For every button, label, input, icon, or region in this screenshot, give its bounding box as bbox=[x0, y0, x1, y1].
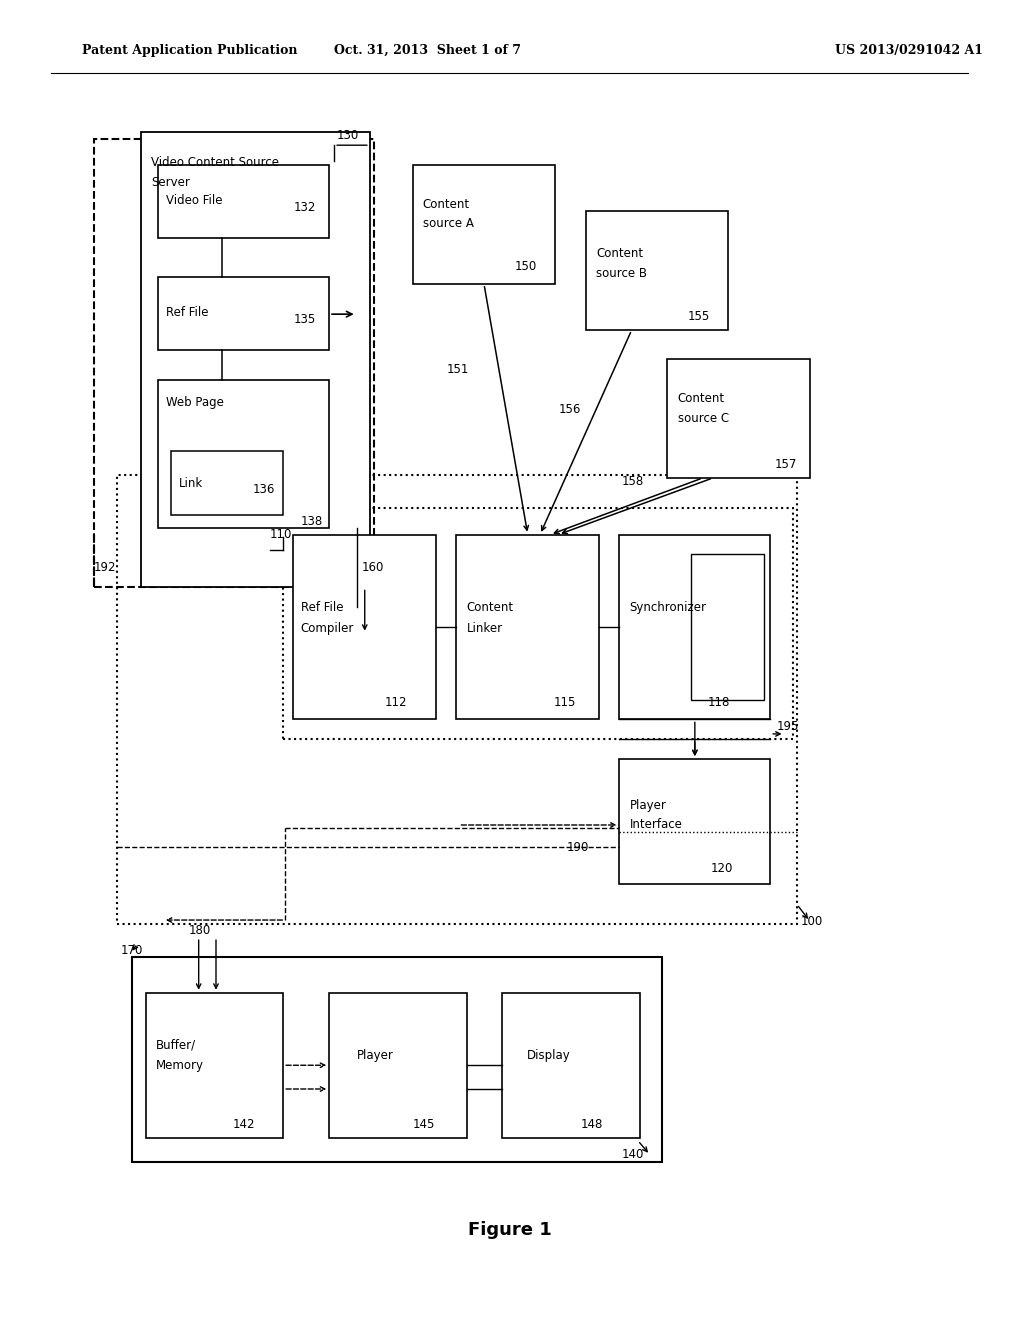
Text: Patent Application Publication: Patent Application Publication bbox=[82, 44, 297, 57]
Text: 160: 160 bbox=[361, 561, 384, 574]
Text: Display: Display bbox=[526, 1049, 570, 1063]
Text: Video File: Video File bbox=[166, 194, 222, 207]
Text: 135: 135 bbox=[294, 313, 315, 326]
Text: 112: 112 bbox=[385, 696, 408, 709]
Text: 138: 138 bbox=[301, 515, 323, 528]
Text: 180: 180 bbox=[188, 924, 211, 937]
Text: Interface: Interface bbox=[630, 818, 683, 832]
Text: Compiler: Compiler bbox=[301, 622, 354, 635]
Text: source B: source B bbox=[596, 267, 647, 280]
Text: Ref File: Ref File bbox=[301, 601, 343, 614]
Text: 158: 158 bbox=[622, 475, 644, 488]
Text: 150: 150 bbox=[514, 260, 537, 273]
Text: 120: 120 bbox=[711, 862, 733, 875]
Text: 118: 118 bbox=[709, 696, 730, 709]
Bar bbox=[94, 139, 374, 587]
Bar bbox=[413, 165, 555, 284]
Text: 148: 148 bbox=[581, 1118, 603, 1131]
Bar bbox=[457, 535, 599, 719]
Text: Synchronizer: Synchronizer bbox=[630, 601, 707, 614]
Bar bbox=[158, 277, 329, 350]
Text: Linker: Linker bbox=[467, 622, 503, 635]
Text: 140: 140 bbox=[622, 1148, 644, 1162]
Text: Content: Content bbox=[423, 198, 470, 211]
Bar bbox=[171, 451, 284, 515]
Bar bbox=[620, 759, 770, 884]
Text: 157: 157 bbox=[774, 458, 797, 471]
Text: Memory: Memory bbox=[156, 1059, 204, 1072]
Text: 192: 192 bbox=[94, 561, 117, 574]
Text: Web Page: Web Page bbox=[166, 396, 224, 409]
Text: 100: 100 bbox=[801, 915, 823, 928]
Text: 142: 142 bbox=[232, 1118, 255, 1131]
Text: Buffer/: Buffer/ bbox=[156, 1039, 196, 1052]
Text: Content: Content bbox=[596, 247, 643, 260]
Bar bbox=[158, 165, 329, 238]
Text: 115: 115 bbox=[553, 696, 575, 709]
Text: Figure 1: Figure 1 bbox=[468, 1221, 551, 1239]
Text: 190: 190 bbox=[566, 841, 589, 854]
Bar bbox=[691, 554, 764, 700]
Text: 151: 151 bbox=[446, 363, 469, 376]
Bar bbox=[132, 957, 663, 1162]
Bar bbox=[620, 535, 770, 719]
Text: 110: 110 bbox=[270, 528, 293, 541]
Bar bbox=[329, 993, 467, 1138]
Text: 145: 145 bbox=[413, 1118, 435, 1131]
Bar bbox=[668, 359, 810, 478]
Text: source C: source C bbox=[678, 412, 729, 425]
Text: Oct. 31, 2013  Sheet 1 of 7: Oct. 31, 2013 Sheet 1 of 7 bbox=[335, 44, 521, 57]
Bar bbox=[145, 993, 284, 1138]
Text: Player: Player bbox=[630, 799, 667, 812]
Bar bbox=[117, 475, 797, 924]
Text: source A: source A bbox=[423, 216, 474, 230]
Text: 130: 130 bbox=[336, 129, 358, 143]
Text: US 2013/0291042 A1: US 2013/0291042 A1 bbox=[836, 44, 983, 57]
Text: 156: 156 bbox=[558, 403, 581, 416]
Text: Content: Content bbox=[678, 392, 725, 405]
Text: Video Content Source: Video Content Source bbox=[151, 156, 279, 169]
Bar bbox=[284, 508, 793, 739]
Text: 195: 195 bbox=[776, 719, 799, 733]
Text: Ref File: Ref File bbox=[166, 306, 209, 319]
Text: 132: 132 bbox=[294, 201, 315, 214]
Bar bbox=[586, 211, 728, 330]
Text: 170: 170 bbox=[120, 944, 142, 957]
Text: Server: Server bbox=[151, 176, 189, 189]
Bar bbox=[294, 535, 436, 719]
Text: Player: Player bbox=[356, 1049, 393, 1063]
Bar bbox=[503, 993, 640, 1138]
Text: 155: 155 bbox=[688, 310, 710, 323]
Text: 136: 136 bbox=[253, 483, 275, 496]
Bar bbox=[140, 132, 370, 587]
Text: Link: Link bbox=[179, 477, 204, 490]
Bar bbox=[158, 380, 329, 528]
Text: Content: Content bbox=[467, 601, 514, 614]
